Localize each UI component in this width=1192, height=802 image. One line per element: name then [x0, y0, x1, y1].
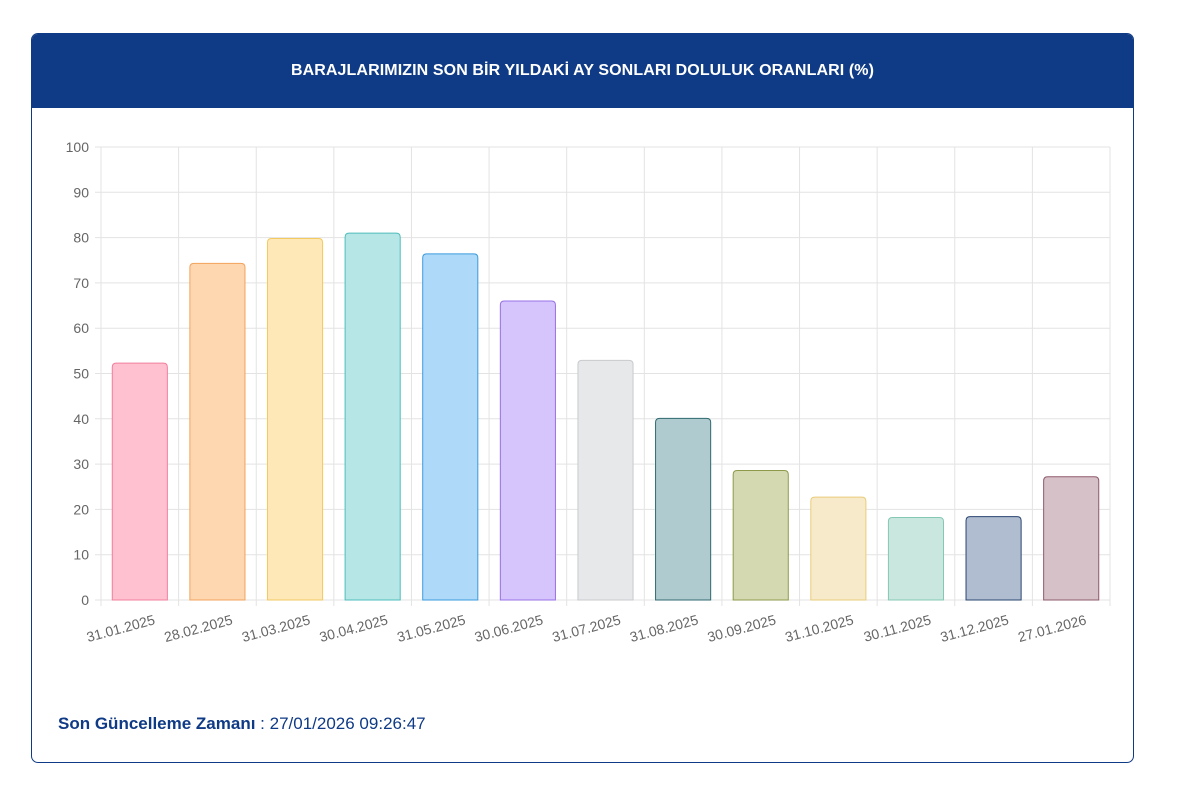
x-tick-label: 30.11.2025	[862, 611, 933, 644]
bar	[887, 517, 945, 601]
last-update-value: 27/01/2026 09:26:47	[269, 714, 426, 733]
last-update: Son Güncelleme Zamanı : 27/01/2026 09:26…	[58, 714, 426, 734]
bar	[577, 359, 634, 601]
chart-area: 0 10 20 30 40 50 60 70 80 90 100 31.01.2025 28.02.20…	[32, 108, 1133, 668]
y-tick-label: 90	[73, 184, 89, 200]
x-tick-label: 30.09.2025	[706, 611, 778, 645]
x-tick-label: 31.10.2025	[783, 611, 855, 645]
bar	[655, 417, 712, 601]
x-tick-label: 31.08.2025	[628, 611, 700, 645]
y-tick-label: 10	[73, 547, 89, 563]
x-tick-label: 30.06.2025	[473, 611, 545, 645]
bar	[732, 469, 789, 601]
bar-chart: 0 10 20 30 40 50 60 70 80 90 100 31.01.2025 28.02.20…	[66, 139, 1111, 645]
bar	[111, 362, 168, 601]
y-tick-label: 60	[73, 320, 89, 336]
y-tick-label: 100	[66, 139, 90, 155]
last-update-separator: :	[255, 714, 270, 733]
card-header: BARAJLARIMIZIN SON BİR YILDAKİ AY SONLAR…	[32, 34, 1133, 108]
bar	[266, 238, 324, 601]
x-tick-label: 31.07.2025	[550, 611, 622, 645]
bar	[810, 496, 867, 601]
bar	[189, 262, 246, 601]
bar	[422, 253, 479, 601]
x-tick-label: 28.02.2025	[162, 611, 234, 645]
bar	[965, 516, 1022, 601]
y-tick-label: 20	[73, 501, 89, 517]
dam-levels-card: BARAJLARIMIZIN SON BİR YILDAKİ AY SONLAR…	[31, 33, 1134, 763]
bar	[499, 300, 556, 601]
bar	[1043, 476, 1100, 601]
x-tick-label: 30.04.2025	[318, 611, 390, 645]
x-tick-label: 31.01.2025	[85, 611, 157, 645]
bar	[344, 232, 401, 601]
x-tick-label: 31.12.2025	[939, 611, 1011, 645]
x-tick-label: 31.05.2025	[395, 611, 467, 645]
last-update-label: Son Güncelleme Zamanı	[58, 714, 256, 733]
y-tick-label: 0	[81, 592, 89, 608]
y-tick-label: 40	[73, 411, 89, 427]
y-tick-label: 70	[73, 275, 89, 291]
y-tick-label: 30	[73, 456, 89, 472]
y-tick-label: 50	[73, 366, 89, 382]
x-tick-label: 27.01.2026	[1016, 611, 1088, 645]
card-title: BARAJLARIMIZIN SON BİR YILDAKİ AY SONLAR…	[290, 62, 875, 79]
y-tick-label: 80	[73, 230, 89, 246]
x-tick-label: 31.03.2025	[240, 611, 312, 645]
